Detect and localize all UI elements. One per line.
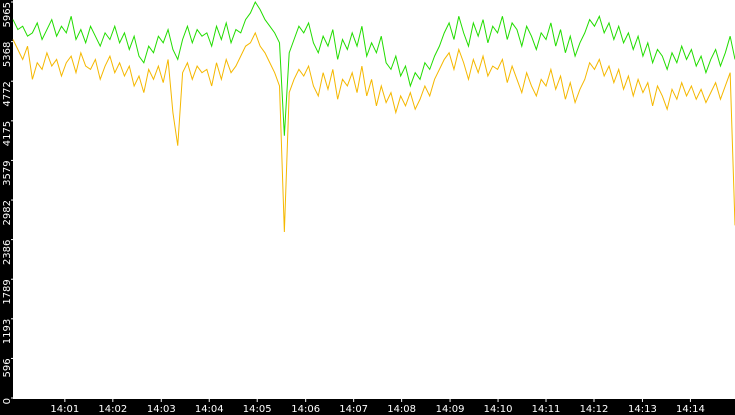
x-tick-label: 14:07 [339, 404, 368, 415]
x-tick-label: 14:03 [147, 404, 176, 415]
x-tick-label: 14:09 [436, 404, 465, 415]
y-tick-label: 4772 [2, 81, 13, 106]
x-tick-label: 14:08 [387, 404, 416, 415]
series-line [12, 31, 735, 233]
x-tick-label: 14:02 [98, 404, 127, 415]
y-tick-label: 1789 [2, 279, 13, 304]
y-tick-label: 5965 [2, 2, 13, 27]
y-tick-label: 5368 [2, 42, 13, 67]
x-tick-label: 14:04 [195, 404, 224, 415]
x-tick-label: 14:13 [628, 404, 657, 415]
x-tick-label: 14:06 [291, 404, 320, 415]
series-line [12, 0, 735, 136]
y-tick-label: 596 [2, 358, 13, 377]
x-tick-label: 14:11 [532, 404, 561, 415]
y-axis-band [0, 0, 13, 415]
x-tick-label: 14:12 [580, 404, 609, 415]
x-tick-label: 14:01 [50, 404, 79, 415]
y-tick-label: 2982 [2, 200, 13, 225]
x-tick-label: 14:14 [676, 404, 705, 415]
y-tick-label: 3579 [2, 160, 13, 185]
x-axis-band [0, 399, 735, 415]
y-tick-label: 1193 [2, 319, 13, 344]
y-tick-label: 4175 [2, 121, 13, 146]
x-tick-label: 14:05 [243, 404, 272, 415]
x-tick-label: 14:10 [484, 404, 513, 415]
y-tick-label: 2386 [2, 240, 13, 265]
y-tick-label: 0 [2, 398, 13, 404]
